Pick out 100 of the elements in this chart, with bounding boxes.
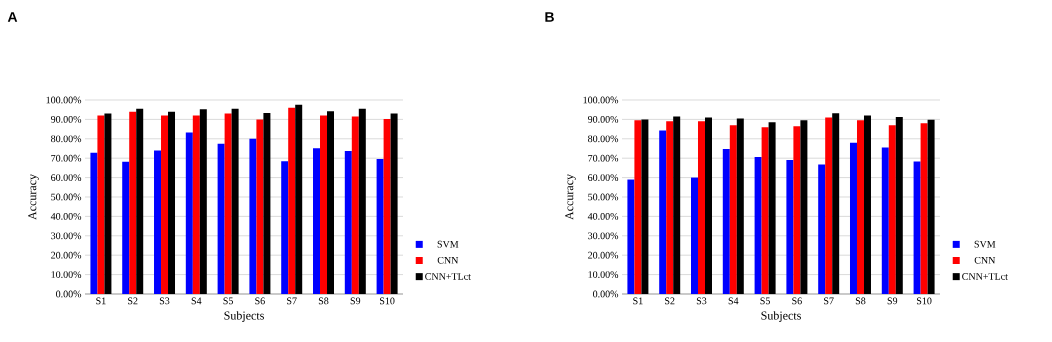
bar	[217, 143, 225, 294]
bar	[168, 111, 176, 294]
bar	[231, 108, 239, 294]
bar	[313, 148, 321, 294]
legend-label: CNN+TLct	[962, 273, 1008, 280]
chart-title: B	[545, 12, 554, 22]
bar	[768, 122, 776, 294]
y-tick-label: 100.00%	[46, 96, 82, 104]
y-tick-label: 10.00%	[588, 271, 619, 278]
bar	[698, 121, 705, 294]
y-tick-label: 0.00%	[593, 290, 619, 298]
x-tick-label: S2	[128, 297, 138, 305]
bar	[800, 120, 808, 294]
bar	[390, 113, 398, 294]
x-tick-label: S1	[96, 297, 106, 305]
bar	[154, 150, 162, 294]
legend-label: CNN	[974, 256, 996, 264]
y-tick-label: 50.00%	[588, 193, 619, 201]
bar	[376, 158, 384, 294]
bar	[881, 147, 889, 294]
y-tick-label: 90.00%	[587, 116, 619, 123]
bar	[863, 115, 871, 294]
bar	[818, 164, 826, 294]
legend-label: CNN+TLct	[425, 273, 471, 280]
x-tick-label: S9	[350, 297, 361, 305]
bar	[129, 111, 137, 294]
bar	[888, 125, 896, 294]
bar	[199, 109, 207, 294]
bar	[122, 161, 130, 294]
y-tick-label: 90.00%	[50, 116, 82, 123]
bar	[761, 127, 769, 294]
bar	[736, 118, 744, 294]
bar	[849, 142, 857, 294]
bar	[281, 161, 289, 294]
y-tick-label: 60.00%	[51, 174, 82, 181]
x-tick-label: S4	[728, 297, 739, 305]
bar	[793, 126, 801, 294]
x-tick-label: S2	[665, 297, 675, 305]
y-tick-label: 70.00%	[588, 154, 619, 162]
bar	[927, 119, 935, 294]
bar	[634, 120, 642, 294]
x-tick-label: S10	[916, 297, 932, 305]
bar	[161, 115, 169, 294]
bar	[295, 104, 303, 294]
x-tick-label: S5	[760, 297, 770, 305]
legend-label: SVM	[437, 240, 459, 248]
x-tick-label: S7	[287, 297, 297, 305]
y-tick-label: 80.00%	[51, 135, 82, 143]
x-axis-title: Subjects	[224, 311, 264, 323]
bar	[754, 157, 762, 294]
bar	[358, 108, 366, 294]
y-tick-label: 10.00%	[51, 271, 82, 278]
x-tick-label: S8	[855, 297, 866, 305]
bar	[895, 117, 903, 294]
bar	[97, 115, 105, 294]
y-tick-label: 30.00%	[588, 232, 619, 240]
bar	[136, 108, 144, 294]
x-tick-label: S4	[191, 297, 202, 305]
bar	[327, 111, 335, 294]
y-tick-label: 80.00%	[588, 135, 619, 143]
bar	[825, 117, 833, 294]
bar	[786, 159, 794, 294]
y-tick-label: 60.00%	[588, 174, 619, 181]
bar	[351, 116, 359, 294]
bar	[288, 107, 296, 294]
bar	[659, 130, 667, 294]
bar	[224, 113, 232, 294]
bar	[832, 113, 840, 294]
y-tick-label: 40.00%	[50, 212, 82, 220]
bar	[249, 138, 257, 294]
bar	[256, 119, 264, 294]
legend-label: CNN	[437, 256, 459, 264]
x-tick-label: S7	[824, 297, 834, 305]
y-tick-label: 100.00%	[583, 96, 619, 104]
bar	[673, 116, 681, 294]
x-tick-label: S6	[255, 297, 265, 305]
y-tick-label: 40.00%	[587, 212, 619, 220]
x-tick-label: S5	[223, 297, 233, 305]
chart-title: A	[7, 12, 18, 22]
y-tick-label: 0.00%	[56, 290, 82, 298]
bar	[263, 112, 271, 294]
y-axis-title: Accuracy	[28, 174, 39, 220]
x-tick-label: S8	[318, 297, 329, 305]
bar	[344, 151, 352, 294]
x-axis-title: Subjects	[761, 311, 801, 323]
y-tick-label: 70.00%	[51, 154, 82, 162]
y-tick-label: 30.00%	[51, 232, 82, 240]
bar	[920, 123, 928, 294]
x-tick-label: S10	[380, 297, 395, 305]
legend-label: SVM	[974, 240, 996, 248]
x-tick-label: S1	[633, 297, 643, 305]
bar	[691, 177, 698, 294]
x-tick-label: S9	[887, 297, 898, 305]
bar	[641, 119, 649, 294]
x-tick-label: S3	[696, 297, 707, 305]
bar	[627, 179, 635, 294]
bar	[192, 115, 200, 294]
x-tick-label: S6	[792, 297, 802, 305]
bar	[729, 125, 737, 294]
x-tick-label: S3	[159, 297, 170, 305]
